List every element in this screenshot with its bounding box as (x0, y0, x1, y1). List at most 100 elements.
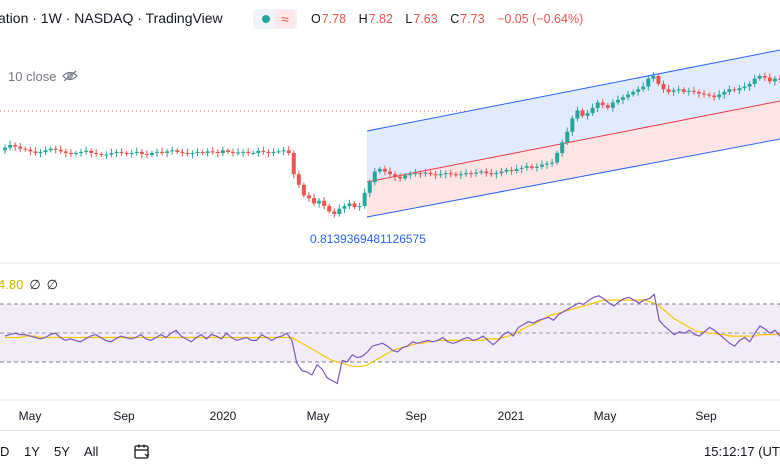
candle-body (747, 83, 752, 87)
candle-body (778, 78, 780, 80)
candle-body (73, 152, 78, 155)
candle-body (200, 151, 205, 153)
x-tick: May (306, 409, 330, 423)
candle-body (53, 148, 58, 150)
candle-body (560, 142, 565, 153)
candle-body (58, 149, 63, 152)
candle-body (352, 203, 357, 208)
chart-header: ation · 1W · NASDAQ · TradingView ≈ O7.7… (0, 0, 780, 40)
candle-body (489, 173, 494, 175)
candle-body (372, 171, 377, 183)
candle-body (469, 173, 474, 175)
candle-body (661, 83, 666, 90)
channel-mid-line[interactable] (366, 100, 780, 183)
candle-body (195, 151, 200, 153)
open-label: O (311, 12, 321, 26)
candle-body (317, 200, 322, 204)
candle-body (524, 166, 529, 168)
candle-body (175, 150, 180, 152)
candle-body (296, 174, 301, 185)
clock-readout[interactable]: 15:12:17 (UT (704, 444, 780, 459)
candle-body (539, 164, 544, 167)
candle-body (236, 152, 241, 154)
candles-group[interactable] (3, 72, 780, 218)
candle-body (104, 154, 109, 156)
candle-body (281, 150, 286, 152)
candle-body (23, 148, 28, 150)
bottom-toolbar: D 1Y 5Y All 15:12:17 (UT (0, 430, 780, 471)
calendar-icon[interactable] (133, 443, 151, 461)
candle-body (398, 176, 403, 179)
candle-body (99, 154, 104, 156)
candle-body (84, 150, 89, 152)
candle-body (438, 174, 443, 176)
candle-body (636, 89, 641, 92)
x-tick: 2021 (497, 409, 525, 423)
candle-body (357, 206, 362, 208)
eye-off-icon[interactable] (62, 70, 78, 82)
candle-body (722, 91, 727, 95)
range-button-5y[interactable]: 5Y (54, 444, 70, 459)
candle-body (615, 99, 620, 103)
candle-body (38, 151, 43, 153)
status-pill[interactable]: ≈ (253, 9, 297, 29)
candle-body (458, 174, 463, 176)
candle-body (696, 91, 701, 94)
rsi-band (0, 304, 780, 362)
candle-body (620, 97, 625, 100)
candle-body (33, 151, 38, 153)
channel-value-label: 0.8139369481126575 (310, 232, 426, 246)
candle-body (251, 152, 256, 154)
candle-body (367, 182, 372, 193)
range-button-d[interactable]: D (0, 444, 10, 459)
candle-body (737, 88, 742, 91)
candle-body (347, 203, 352, 207)
candle-body (241, 151, 246, 153)
candle-body (433, 174, 438, 176)
rsi-indicator-label[interactable]: 4.80 ∅ ∅ (0, 277, 58, 293)
channel-lower-fill (367, 101, 780, 217)
candle-body (119, 151, 124, 153)
ma-indicator-label[interactable]: 10 close (8, 69, 57, 84)
candle-body (205, 151, 210, 153)
symbol-title[interactable]: ation · 1W · NASDAQ · TradingView (0, 10, 223, 26)
candle-body (691, 90, 696, 92)
candle-body (605, 105, 610, 108)
range-button-1y[interactable]: 1Y (24, 444, 40, 459)
candle-body (266, 151, 271, 153)
rsi-line[interactable] (4, 293, 780, 385)
x-tick: 2020 (209, 409, 237, 423)
candle-body (453, 174, 458, 176)
channel-upper-line[interactable] (366, 49, 780, 132)
candle-body (757, 75, 762, 79)
candle-body (342, 206, 347, 209)
candle-body (185, 152, 190, 155)
wave-icon[interactable]: ≈ (275, 10, 295, 28)
candle-body (580, 110, 585, 116)
candle-body (762, 75, 767, 78)
candle-body (545, 163, 550, 165)
candle-body (767, 77, 772, 82)
chart-svg[interactable] (0, 0, 780, 430)
candle-body (362, 192, 367, 207)
candle-body (686, 90, 691, 92)
rsi-value: 4.80 (0, 277, 24, 292)
candle-body (261, 150, 266, 152)
candle-body (651, 75, 656, 79)
candle-body (681, 89, 686, 92)
x-tick: Sep (113, 409, 135, 423)
candle-body (772, 78, 777, 82)
channel-lower-line[interactable] (366, 138, 780, 218)
time-axis[interactable]: May Sep 2020 May Sep 2021 May Sep (0, 400, 780, 430)
candle-body (13, 145, 18, 147)
candle-body (337, 208, 342, 215)
candle-body (671, 90, 676, 92)
channel-upper-fill (367, 50, 780, 182)
candle-body (484, 171, 489, 174)
candle-body (514, 168, 519, 172)
candle-body (610, 102, 615, 108)
candle-body (28, 149, 33, 152)
candle-body (388, 171, 392, 175)
range-button-all[interactable]: All (84, 444, 99, 459)
candle-body (732, 89, 737, 91)
